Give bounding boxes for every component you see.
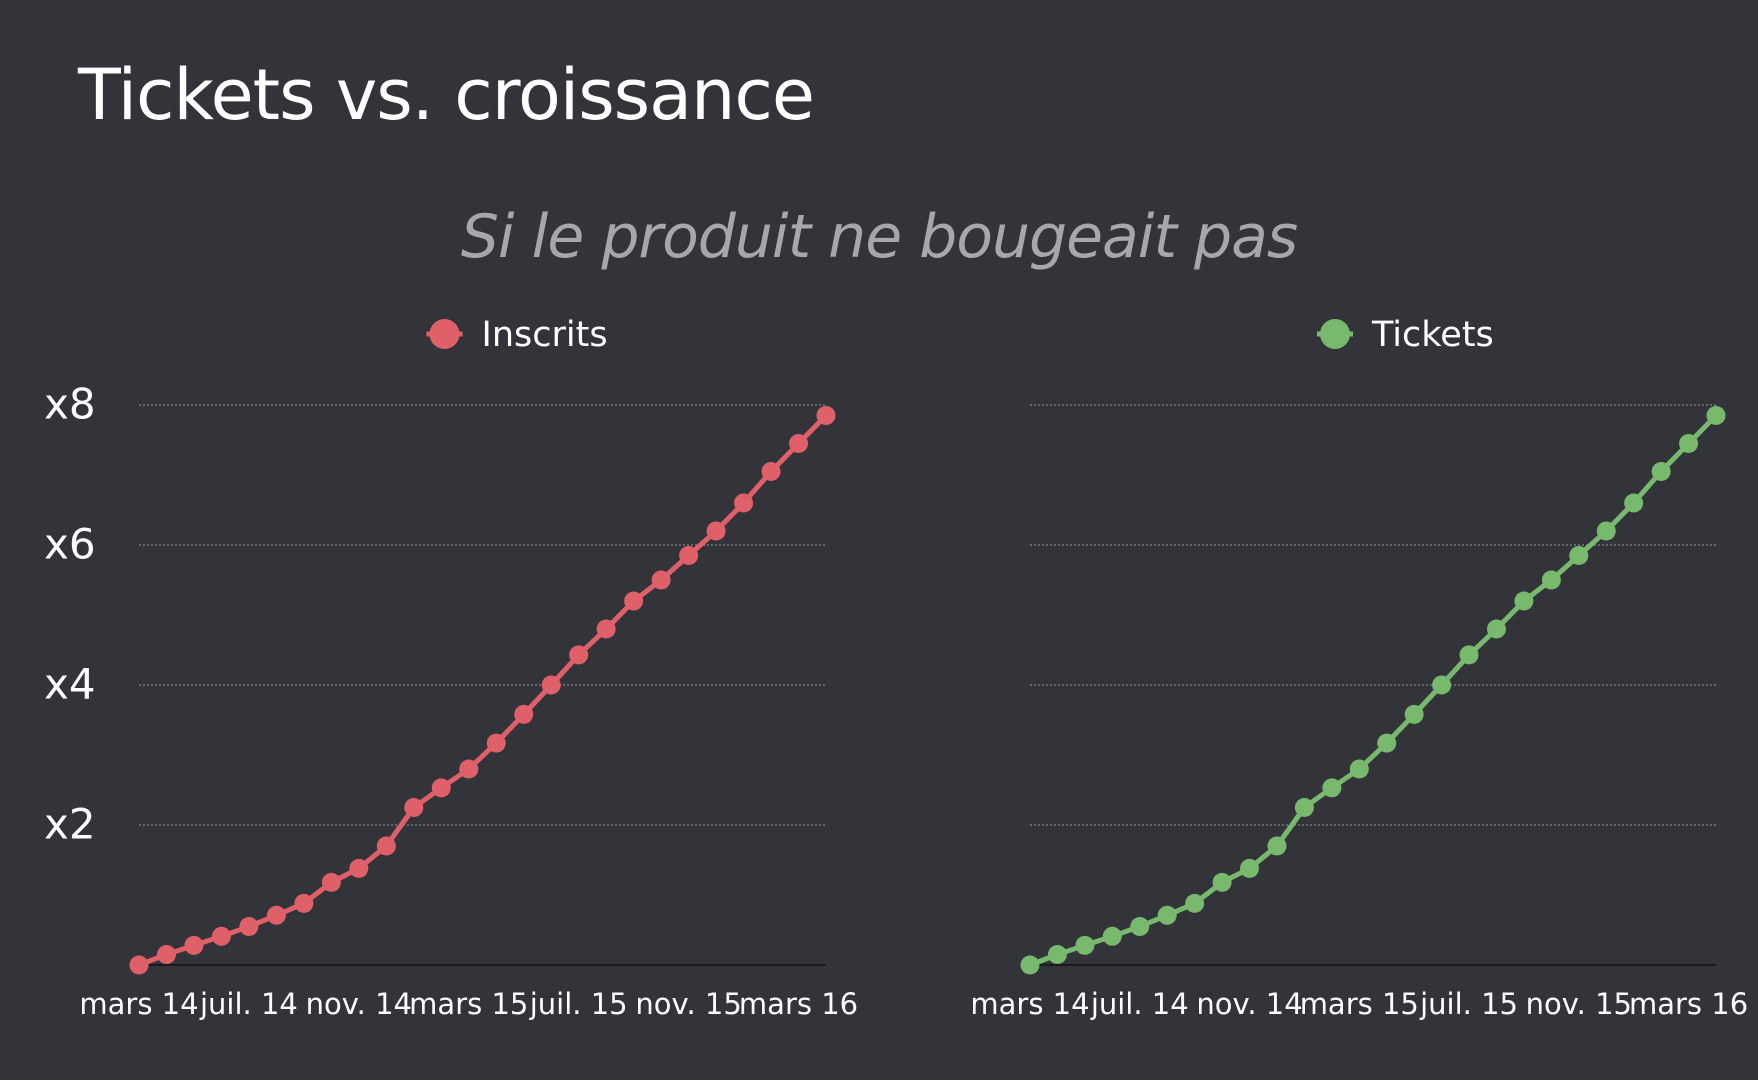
data-point bbox=[1651, 462, 1671, 481]
x-tick-label: juil. 15 bbox=[529, 987, 628, 1021]
y-tick-label: x8 bbox=[44, 380, 96, 429]
data-point bbox=[514, 704, 534, 724]
x-tick-label: juil. 15 bbox=[1419, 987, 1518, 1021]
chart-subtitle: Si le produit ne bougeait pas bbox=[460, 202, 1298, 272]
x-tick-label: mars 15 bbox=[409, 987, 528, 1021]
x-tick-label: nov. 15 bbox=[1526, 987, 1632, 1021]
x-tick-label: mars 14 bbox=[79, 987, 198, 1021]
y-tick-label: x4 bbox=[44, 660, 96, 709]
data-point bbox=[1432, 675, 1452, 695]
x-tick-label: mars 16 bbox=[1629, 987, 1748, 1021]
x-tick-label: nov. 14 bbox=[1196, 987, 1302, 1021]
data-point bbox=[1212, 872, 1232, 892]
data-point bbox=[1569, 546, 1589, 565]
data-point bbox=[1322, 778, 1342, 798]
x-tick-label: mars 15 bbox=[1300, 987, 1419, 1021]
legend-label: Inscrits bbox=[482, 315, 608, 355]
legend-dot-marker bbox=[1320, 319, 1350, 349]
data-point bbox=[1706, 406, 1726, 425]
data-point bbox=[459, 759, 479, 779]
data-point bbox=[596, 619, 616, 639]
data-point bbox=[1185, 893, 1205, 913]
data-point bbox=[1267, 836, 1287, 856]
data-point bbox=[239, 917, 259, 936]
data-point bbox=[734, 493, 754, 513]
slide-title: Tickets vs. croissance bbox=[78, 54, 815, 136]
data-point bbox=[1596, 521, 1616, 541]
data-point bbox=[1541, 570, 1561, 590]
data-point bbox=[1047, 945, 1067, 964]
data-point bbox=[1157, 905, 1177, 925]
data-point bbox=[1075, 935, 1095, 955]
data-point bbox=[1294, 798, 1314, 817]
data-point bbox=[541, 675, 561, 695]
data-point bbox=[761, 462, 781, 481]
series-line-tickets bbox=[1027, 413, 1719, 968]
legend-label: Tickets bbox=[1371, 315, 1494, 355]
data-point bbox=[1486, 619, 1506, 639]
data-point bbox=[1514, 591, 1534, 611]
data-point bbox=[1404, 704, 1424, 724]
data-point bbox=[431, 778, 451, 798]
x-tick-label: mars 14 bbox=[970, 987, 1089, 1021]
data-point bbox=[1102, 926, 1122, 946]
legend-dot-marker bbox=[429, 319, 460, 349]
x-tick-label: juil. 14 bbox=[199, 987, 298, 1021]
series-line-inscrits bbox=[136, 413, 829, 968]
data-point bbox=[1020, 955, 1040, 975]
data-point bbox=[679, 546, 699, 565]
data-point bbox=[184, 935, 204, 955]
data-point bbox=[789, 434, 809, 453]
data-point bbox=[129, 955, 149, 975]
x-tick-label: nov. 14 bbox=[306, 987, 412, 1021]
data-point bbox=[1624, 493, 1644, 513]
data-point bbox=[706, 521, 726, 541]
data-point bbox=[1459, 645, 1479, 665]
x-tick-label: mars 16 bbox=[739, 987, 858, 1021]
data-point bbox=[1240, 858, 1260, 878]
data-point bbox=[651, 570, 671, 590]
data-point bbox=[569, 645, 589, 665]
data-point bbox=[1130, 917, 1150, 936]
data-point bbox=[211, 926, 231, 946]
data-point bbox=[816, 406, 836, 425]
y-tick-label: x2 bbox=[44, 800, 96, 849]
data-point bbox=[349, 858, 369, 878]
y-tick-label: x6 bbox=[44, 520, 96, 569]
data-point bbox=[321, 872, 341, 892]
data-point bbox=[624, 591, 644, 611]
data-point bbox=[486, 733, 506, 753]
x-tick-label: juil. 14 bbox=[1090, 987, 1189, 1021]
data-point bbox=[404, 798, 424, 817]
data-point bbox=[266, 905, 286, 925]
x-tick-label: nov. 15 bbox=[635, 987, 741, 1021]
data-point bbox=[1377, 733, 1397, 753]
data-point bbox=[1349, 759, 1369, 779]
data-point bbox=[1679, 434, 1699, 453]
data-point bbox=[376, 836, 396, 856]
data-point bbox=[294, 893, 314, 913]
data-point bbox=[156, 945, 176, 964]
